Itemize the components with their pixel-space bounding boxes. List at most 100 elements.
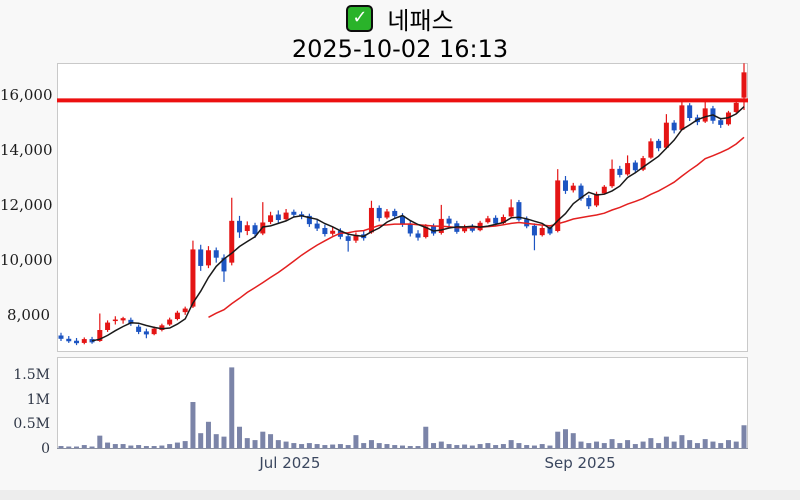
candle-body-up: [105, 322, 111, 331]
volume-bar: [562, 429, 568, 448]
volume-bar: [578, 441, 584, 448]
volume-bar: [539, 444, 545, 448]
volume-bar: [547, 445, 553, 448]
candle-body-down: [392, 210, 398, 217]
candle-body-up: [283, 212, 289, 220]
candle-body-up: [679, 105, 685, 130]
green-checkbox-icon: ✓: [346, 4, 374, 32]
volume-bar: [477, 444, 483, 448]
volume-bar: [469, 445, 475, 448]
candle-body-up: [112, 319, 118, 322]
candle-body-up: [640, 158, 646, 170]
candle-body-up: [625, 163, 631, 175]
volume-bar: [58, 446, 64, 448]
volume-bar: [376, 443, 382, 448]
price-tick-label: 8,000: [7, 305, 50, 324]
candle-body-up: [182, 308, 188, 313]
candle-body-down: [66, 338, 72, 342]
candle-body-up: [500, 216, 506, 224]
candle-body-up: [539, 227, 545, 236]
volume-bar: [89, 446, 95, 448]
volume-chart: [57, 357, 748, 449]
volume-bar: [640, 441, 646, 448]
volume-bar: [648, 438, 654, 448]
candle-body-down: [586, 198, 592, 207]
volume-bar: [625, 440, 631, 448]
volume-bar: [687, 440, 693, 448]
volume-bar: [392, 445, 398, 448]
candle-body-down: [252, 225, 258, 235]
volume-bar: [415, 446, 421, 448]
volume-bar: [136, 445, 142, 448]
check-glyph: ✓: [352, 7, 368, 28]
volume-bar: [462, 444, 468, 448]
candle-body-up: [594, 193, 600, 206]
volume-bar: [438, 441, 444, 448]
candle-body-down: [198, 249, 204, 266]
date-tick-label: Sep 2025: [544, 454, 616, 472]
chart-header: ✓ 네패스 2025-10-02 16:13: [0, 2, 800, 63]
volume-bar: [733, 441, 739, 448]
volume-bar: [229, 367, 235, 448]
volume-bar: [128, 445, 134, 448]
candle-body-up: [462, 226, 468, 232]
candle-body-down: [345, 236, 351, 241]
candle-body-up: [384, 211, 390, 218]
candle-body-up: [159, 325, 165, 331]
volume-bar: [221, 436, 227, 448]
candle-body-down: [687, 105, 693, 118]
volume-bar: [609, 439, 615, 448]
candle-body-down: [656, 140, 662, 149]
volume-bar: [283, 441, 289, 448]
volume-bar: [345, 445, 351, 448]
volume-bar: [244, 438, 250, 448]
volume-bar: [679, 435, 685, 448]
candle-body-down: [314, 223, 320, 229]
candle-body-down: [322, 227, 328, 235]
volume-bar: [384, 444, 390, 448]
volume-bar: [306, 443, 312, 448]
date-tick-label: Jul 2025: [259, 454, 321, 472]
volume-bar: [174, 442, 180, 448]
volume-bar: [190, 402, 196, 448]
volume-bar: [710, 441, 716, 448]
candle-body-up: [244, 225, 250, 232]
candle-body-up: [601, 186, 607, 194]
volume-bar: [205, 421, 211, 448]
volume-bar: [656, 443, 662, 448]
volume-bar: [702, 439, 708, 448]
candle-body-down: [547, 227, 553, 234]
volume-bar: [291, 443, 297, 448]
candle-body-up: [741, 72, 747, 98]
volume-bar: [97, 435, 103, 448]
candle-body-down: [446, 218, 452, 224]
candle-body-down: [58, 335, 64, 339]
volume-bar: [337, 444, 343, 448]
moving-average-5-line: [91, 106, 745, 342]
price-chart: [57, 63, 748, 352]
volume-bar: [431, 443, 437, 448]
candle-body-up: [733, 102, 739, 112]
volume-bar: [66, 446, 72, 448]
price-tick-label: 10,000: [0, 250, 53, 269]
volume-tick-label: 0.5M: [13, 416, 50, 433]
volume-bar: [423, 426, 429, 448]
volume-bar: [671, 441, 677, 448]
candle-body-up: [229, 220, 235, 263]
volume-tick-label: 0: [41, 441, 50, 457]
volume-bar: [555, 431, 561, 448]
title-row: ✓ 네패스: [0, 2, 800, 35]
price-plot-background: [57, 63, 748, 352]
candle-body-up: [97, 330, 103, 342]
volume-bar: [516, 443, 522, 448]
candle-body-up: [120, 318, 126, 321]
volume-bar: [407, 446, 413, 448]
candle-body-down: [415, 233, 421, 238]
volume-bar: [632, 444, 638, 448]
candle-body-up: [555, 180, 561, 232]
candle-body-down: [671, 122, 677, 131]
volume-plot-background: [57, 357, 748, 449]
volume-tick-label: 1M: [26, 391, 50, 408]
volume-tick-label: 1.5M: [13, 366, 50, 383]
candle-body-up: [167, 319, 173, 325]
